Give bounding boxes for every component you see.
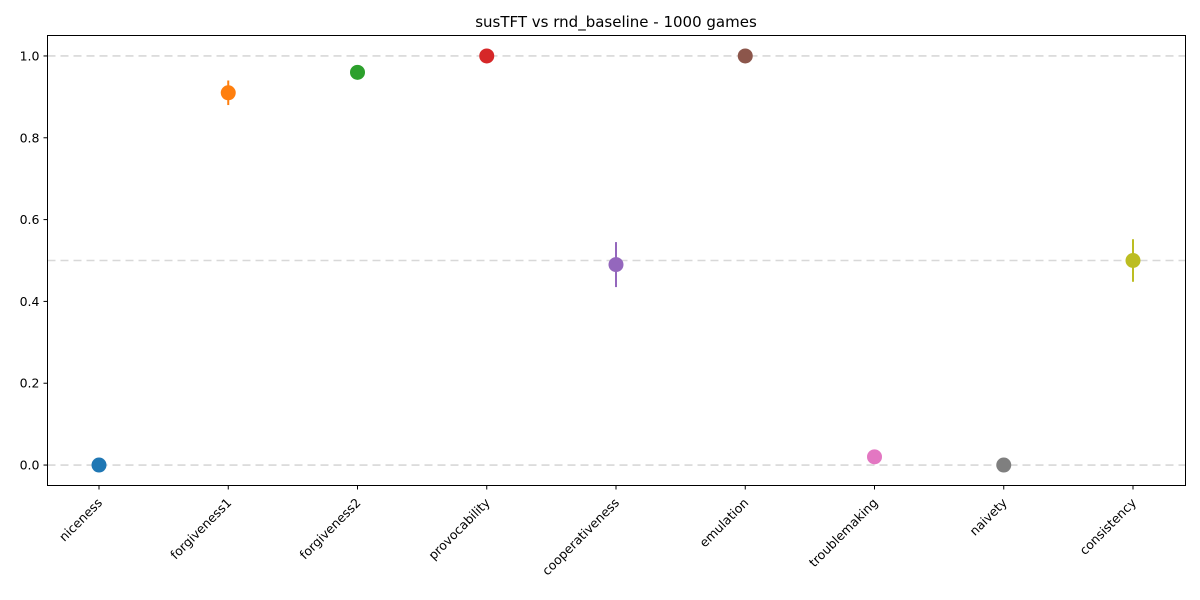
x-tick-label: forgiveness1 <box>167 495 234 562</box>
y-tick-label: 0.8 <box>20 130 40 145</box>
x-tick-label: cooperativeness <box>539 495 622 578</box>
point-cooperativeness <box>608 257 624 273</box>
point-forgiveness1 <box>220 85 236 101</box>
plot-frame <box>47 35 1186 486</box>
x-tick-label: consistency <box>1076 495 1139 558</box>
point-naivety <box>996 457 1012 473</box>
y-tick-label: 0.0 <box>20 458 40 473</box>
point-niceness <box>91 457 107 473</box>
x-tick-label: emulation <box>696 495 751 550</box>
x-tick-label: forgiveness2 <box>296 495 363 562</box>
x-tick-label: provocability <box>425 495 493 563</box>
y-tick-label: 1.0 <box>20 48 40 63</box>
y-tick-label: 0.2 <box>20 376 40 391</box>
point-consistency <box>1125 253 1141 268</box>
point-emulation <box>737 48 753 64</box>
chart-title: susTFT vs rnd_baseline - 1000 games <box>475 13 757 32</box>
y-axis: 0.0 0.2 0.4 0.6 0.8 1.0 <box>20 48 48 473</box>
point-forgiveness2 <box>350 64 365 80</box>
point-troublemaking <box>867 449 882 465</box>
x-tick-label: troublemaking <box>806 495 881 570</box>
data-points <box>91 48 1141 473</box>
y-tick-label: 0.4 <box>20 294 40 309</box>
reference-lines <box>47 55 1186 466</box>
x-tick-label: naivety <box>966 495 1010 539</box>
y-tick-label: 0.6 <box>20 212 40 227</box>
point-provocability <box>479 48 495 64</box>
x-tick-label: niceness <box>56 495 105 544</box>
x-axis: niceness forgiveness1 forgiveness2 provocab… <box>56 485 1140 578</box>
